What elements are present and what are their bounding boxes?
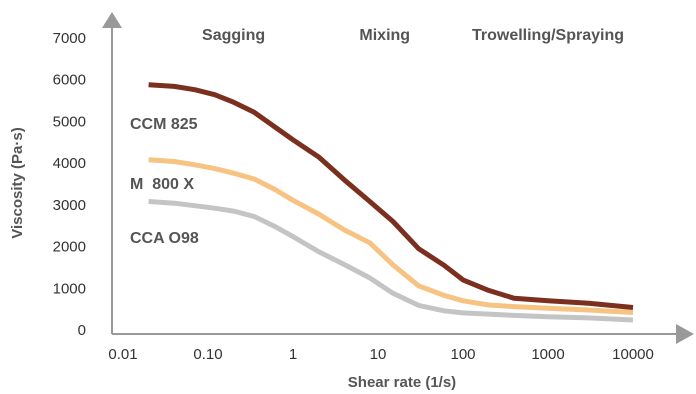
series-line (148, 82, 634, 310)
series-line (148, 199, 634, 323)
y-tick-label: 1000 (53, 280, 86, 297)
x-tick-label: 1000 (531, 346, 564, 363)
series-label: CCM 825 (130, 116, 198, 133)
series-line (148, 157, 634, 315)
region-label: Mixing (359, 27, 410, 44)
series-label: CCA O98 (130, 230, 199, 247)
x-axis-arrow-icon (676, 324, 694, 344)
x-tick-label: 100 (450, 346, 475, 363)
x-tick-labels: 0.01 0.10 1 10 100 1000 10000 (108, 346, 653, 363)
region-labels: Sagging Mixing Trowelling/Spraying (202, 27, 624, 44)
x-tick-label: 0.01 (108, 346, 137, 363)
y-tick-label: 0 (78, 322, 86, 339)
y-tick-label: 2000 (53, 239, 86, 256)
y-tick-labels: 0 1000 2000 3000 4000 5000 6000 7000 (53, 30, 86, 339)
y-tick-label: 3000 (53, 197, 86, 214)
y-axis-title: Viscosity (Pa·s) (9, 127, 26, 238)
series-label: M 800 X (130, 176, 194, 193)
y-tick-label: 6000 (53, 72, 86, 89)
x-tick-label: 10 (370, 346, 387, 363)
series-labels: CCM 825 M 800 X CCA O98 (130, 116, 199, 247)
y-tick-label: 5000 (53, 113, 86, 130)
y-tick-label: 4000 (53, 155, 86, 172)
x-tick-label: 1 (289, 346, 297, 363)
y-axis-arrow-icon (102, 12, 122, 28)
x-tick-label: 10000 (612, 346, 654, 363)
y-tick-label: 7000 (53, 30, 86, 47)
region-label: Trowelling/Spraying (472, 27, 624, 44)
axes (102, 12, 694, 344)
x-axis-title: Shear rate (1/s) (348, 374, 456, 391)
series-lines (148, 82, 634, 323)
x-tick-label: 0.10 (193, 346, 222, 363)
region-label: Sagging (202, 27, 265, 44)
